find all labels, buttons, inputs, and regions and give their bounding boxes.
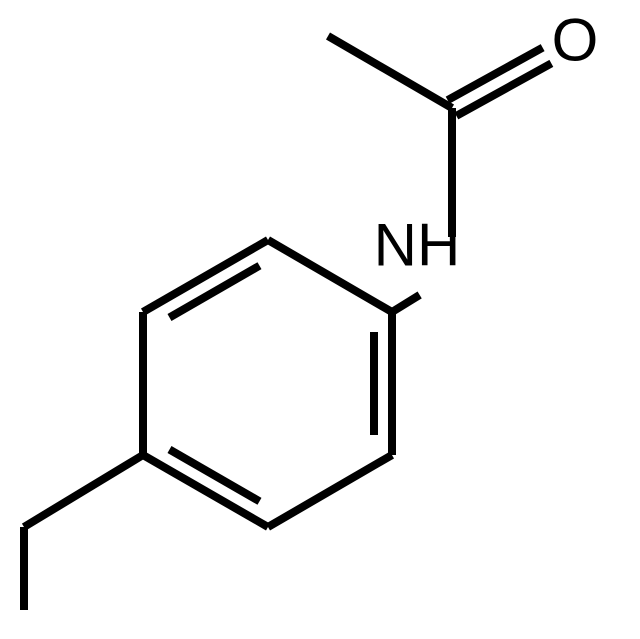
atom-label-o: O <box>552 7 599 74</box>
molecule-diagram: NH O <box>0 0 640 639</box>
atom-label-n: NH <box>374 212 461 279</box>
